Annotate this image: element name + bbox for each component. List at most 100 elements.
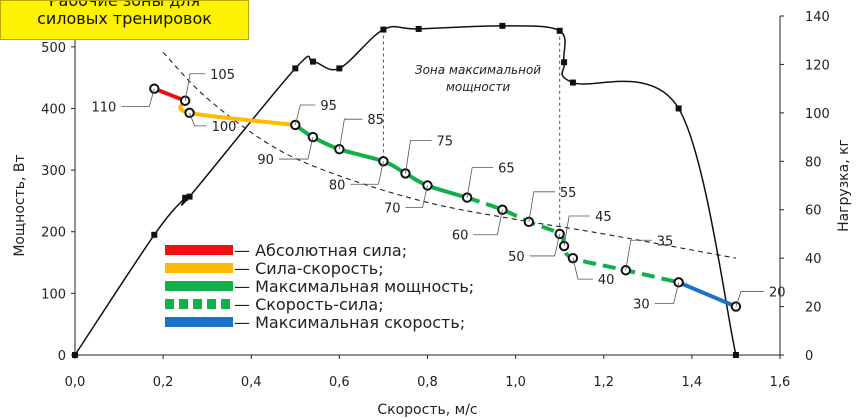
title-banner: Рабочие зоны для силовых тренировок [0,0,249,40]
x-axis-title: Скорость, м/с [377,402,477,418]
legend-swatch [221,299,230,309]
banner-line-1: Рабочие зоны для [48,0,201,10]
power-point [556,27,563,34]
data-label-leader [294,104,316,126]
load-point [673,277,684,288]
power-point [309,58,316,65]
data-label: 95 [320,99,337,114]
y-left-tick-label: 100 [41,287,66,302]
data-label: 50 [508,250,525,265]
data-label: 105 [210,68,235,83]
data-label: 45 [595,210,612,225]
x-tick-label: 0,0 [65,375,86,390]
data-label-leader [563,215,591,247]
y-right-tick-label: 140 [805,10,830,25]
power-point [675,105,682,112]
y-left-tick-label: 400 [41,102,66,117]
banner-line-2: силовых тренировок [37,9,212,28]
zone-annotation-line-2: мощности [446,80,510,94]
zone-segment [466,195,680,285]
legend-swatch [165,299,174,309]
x-tick-label: 1,6 [770,375,791,390]
power-point [569,79,576,86]
power-point [380,26,387,33]
y-right-tick-label: 40 [805,252,822,267]
legend-label: — Скорость-сила; [234,295,384,314]
legend-swatch [165,263,233,273]
data-label-leader [350,161,384,185]
power-point [732,352,739,358]
data-label: 85 [367,113,384,128]
legend-label: — Сила-скорость; [234,259,384,278]
y-left-tick-label: 0 [58,349,66,364]
y-right-tick-label: 60 [805,204,822,219]
data-label-leader [654,282,680,304]
y-right-tick-label: 20 [805,301,822,316]
data-label: 65 [498,162,515,177]
y-right-tick-label: 0 [805,349,813,364]
y-left-tick-label: 500 [41,41,66,56]
data-label: 100 [212,120,237,135]
data-label-leader [184,73,206,101]
y-left-tick-label: 200 [41,226,66,241]
power-point [186,193,193,200]
data-label-leader [572,258,593,280]
y-right-tick-label: 80 [805,155,822,170]
legend-label: — Максимальная мощность; [234,277,474,296]
data-label-leader [473,209,503,236]
data-label-leader [735,291,764,307]
legend-swatch [165,281,233,291]
power-point [151,231,158,238]
x-tick-label: 0,8 [417,375,438,390]
x-tick-label: 0,2 [153,375,174,390]
power-point [561,59,568,66]
data-label: 40 [598,273,615,288]
data-label: 30 [633,297,650,312]
power-point [336,65,343,72]
data-label-leader [405,185,428,208]
load-point [290,119,301,131]
data-label-leader [189,112,207,127]
data-label-leader [338,118,363,150]
x-tick-label: 1,2 [593,375,614,390]
data-label: 35 [657,234,674,249]
data-label: 75 [436,134,453,149]
data-label: 55 [560,186,577,201]
power-point [499,22,506,29]
legend-swatch [165,245,233,255]
data-label-leader [466,167,494,198]
power-point [415,25,422,32]
data-label: 60 [452,229,469,244]
data-label: 20 [769,286,786,301]
zone-segment [178,98,296,127]
y-right-tick-label: 100 [805,107,830,122]
legend-swatch [179,299,188,309]
legend-swatch [165,317,233,327]
x-tick-label: 1,4 [682,375,703,390]
data-label-leader [121,88,155,108]
power-point [72,352,78,358]
trend-line [162,51,737,259]
power-point [292,65,299,72]
data-label: 110 [91,101,116,116]
data-label: 80 [329,178,346,193]
data-label-leader [405,139,432,174]
y-right-axis-title: Нагрузка, кг [836,139,852,232]
zone-annotation-line-1: Зона максимальной [415,63,541,77]
y-left-axis-title: Мощность, Вт [12,154,28,256]
x-tick-label: 1,0 [505,375,526,390]
data-label-leader [529,233,561,257]
data-label-leader [278,136,314,160]
x-tick-label: 0,6 [329,375,350,390]
data-label-leader [625,239,652,271]
y-left-tick-label: 300 [41,164,66,179]
zone-segment [677,280,737,309]
data-label-leader [528,191,555,222]
legend-swatch [207,299,216,309]
legend-label: — Максимальная скорость; [234,313,465,332]
power-point [182,194,189,201]
legend-swatch [193,299,202,309]
data-label: 90 [257,153,274,168]
legend-label: — Абсолютная сила; [234,241,407,260]
